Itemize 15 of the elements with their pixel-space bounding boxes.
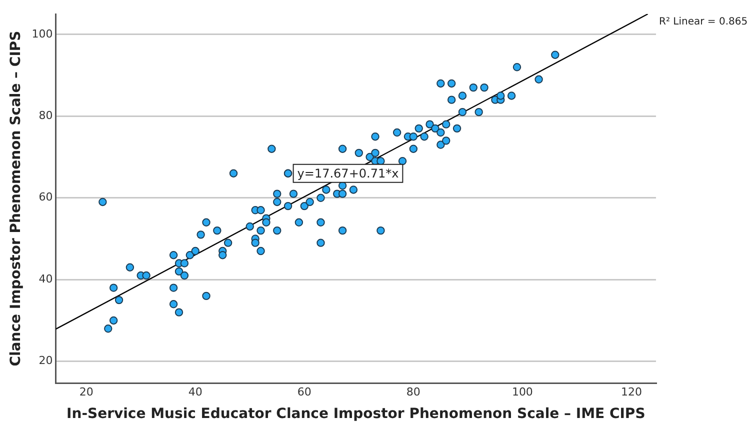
y-axis-title: Clance Impostor Phenomenon Scale – CIPS — [8, 30, 24, 366]
text: R² Linear = 0.865 — [659, 16, 748, 28]
y-tick-label: 100 — [32, 27, 53, 40]
x-tick-label: 40 — [188, 385, 202, 398]
x-tick-label: 100 — [512, 385, 533, 398]
x-tick-label: 60 — [297, 385, 312, 398]
y-tick-label: 80 — [38, 109, 53, 122]
y-tick-label: 40 — [38, 272, 53, 286]
x-tick-label: 80 — [406, 385, 420, 398]
x-tick-label: 20 — [79, 385, 94, 398]
annotation: y=17.67+0.71*x — [297, 166, 399, 180]
y-tick-label: 60 — [38, 190, 53, 204]
x-tick-label: 120 — [620, 385, 642, 398]
x-axis-title: In-Service Music Educator Clance Impostor Phenomenon Scale – IME CIPS — [66, 406, 646, 422]
y-tick-label: 20 — [38, 354, 53, 368]
